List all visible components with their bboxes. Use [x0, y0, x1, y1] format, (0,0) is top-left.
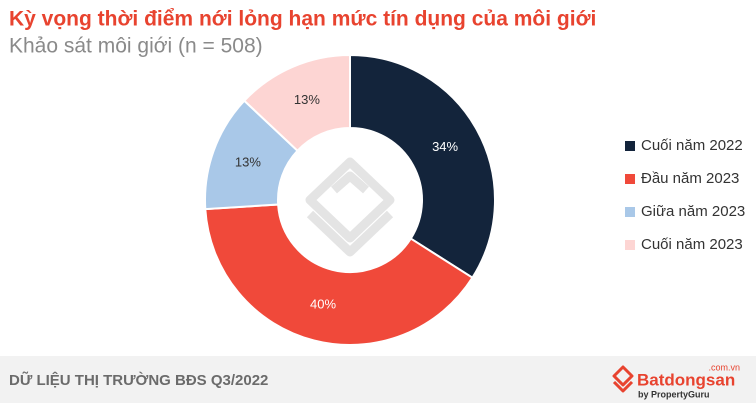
brand-tagline: by PropertyGuru	[638, 389, 710, 399]
legend: Cuối năm 2022 Đầu năm 2023 Giữa năm 2023 Cu…	[625, 137, 745, 253]
slice	[349, 53, 496, 280]
legend-swatch	[625, 240, 635, 250]
chart-title: Kỳ vọng thời điểm nới lỏng hạn mức tín d…	[9, 8, 596, 31]
legend-swatch	[625, 141, 635, 151]
legend-label: Giữa năm 2023	[641, 203, 745, 220]
brand-name: Batdongsan	[637, 370, 735, 389]
donut: 34% 40% 13% 13%	[204, 53, 496, 346]
legend-label: Cuối năm 2023	[641, 236, 743, 253]
value-label: 13%	[235, 155, 261, 170]
legend-label: Đầu năm 2023	[641, 170, 739, 187]
slice	[242, 53, 351, 153]
value-label: 40%	[310, 297, 336, 312]
footer-source: DỮ LIỆU THỊ TRƯỜNG BĐS Q3/2022	[9, 371, 268, 389]
brand-icon	[612, 365, 634, 393]
value-label: 13%	[294, 92, 320, 107]
legend-label: Cuối năm 2022	[641, 137, 743, 154]
value-label: 34%	[432, 139, 458, 154]
legend-swatch	[625, 207, 635, 217]
chart-subtitle: Khảo sát môi giới (n = 508)	[9, 35, 263, 58]
watermark	[305, 157, 395, 257]
legend-swatch	[625, 174, 635, 184]
brand-domain: .com.vn	[708, 362, 740, 372]
slice	[204, 203, 474, 346]
